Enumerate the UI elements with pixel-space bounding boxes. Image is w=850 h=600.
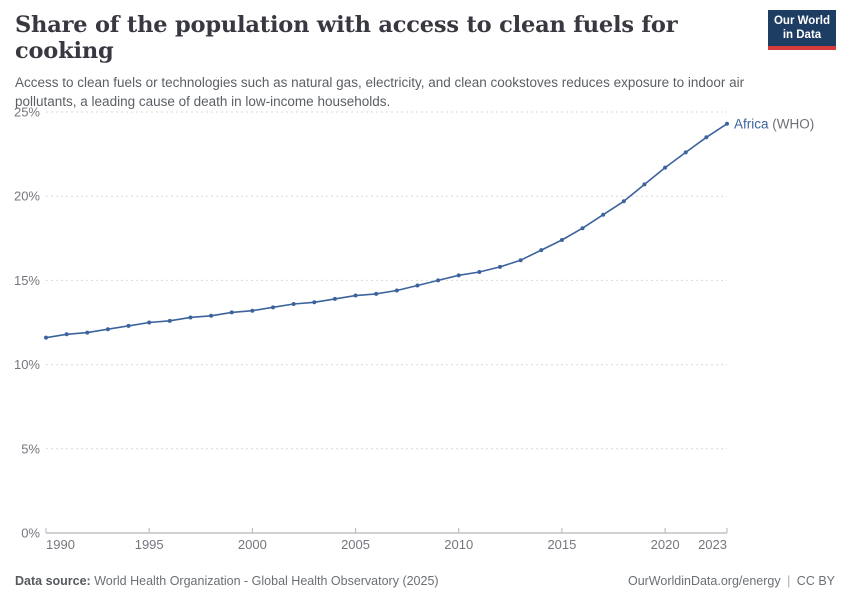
site-link[interactable]: OurWorldinData.org/energy: [627, 574, 781, 588]
data-point[interactable]: [456, 273, 461, 278]
data-source: Data source: World Health Organization -…: [15, 574, 439, 588]
data-point[interactable]: [436, 278, 441, 283]
axis-labels: 0% 5% 10% 15% 20% 25% 1990 1995 2000 2005 2010 2015…: [14, 105, 727, 553]
y-tick-label: 25%: [14, 105, 40, 120]
data-point[interactable]: [188, 315, 193, 320]
data-point[interactable]: [539, 248, 544, 253]
data-point[interactable]: [167, 318, 172, 323]
data-point[interactable]: [44, 335, 48, 340]
data-point[interactable]: [147, 320, 152, 325]
chart-header: Share of the population with access to c…: [15, 12, 755, 111]
data-point[interactable]: [725, 121, 729, 126]
gridlines: [46, 111, 727, 450]
data-source-label: Data source:: [15, 574, 91, 588]
x-tick-label: 2010: [444, 537, 473, 552]
data-point[interactable]: [64, 332, 69, 337]
data-point[interactable]: [209, 313, 214, 318]
chart-footer: Data source: World Health Organization -…: [15, 574, 835, 588]
data-point[interactable]: [312, 300, 317, 305]
data-point[interactable]: [663, 165, 668, 170]
x-tick-label: 2005: [341, 537, 370, 552]
data-point[interactable]: [332, 296, 337, 301]
data-point[interactable]: [105, 327, 110, 332]
y-tick-label: 0%: [21, 526, 40, 541]
series-qualifier-label: (WHO): [769, 116, 815, 131]
attribution: OurWorldinData.org/energy | CC BY: [628, 574, 835, 588]
data-point[interactable]: [229, 310, 234, 315]
series-end-label[interactable]: Africa (WHO): [734, 116, 814, 131]
data-source-value: World Health Organization - Global Healt…: [90, 574, 439, 588]
data-point[interactable]: [621, 199, 626, 204]
data-point[interactable]: [271, 305, 275, 310]
license-link[interactable]: CC BY: [796, 574, 835, 588]
data-point[interactable]: [374, 291, 379, 296]
data-point[interactable]: [580, 226, 585, 231]
data-point[interactable]: [126, 323, 131, 328]
data-series[interactable]: Africa (WHO): [44, 116, 814, 340]
data-point[interactable]: [498, 264, 502, 269]
data-point[interactable]: [250, 308, 255, 313]
data-point[interactable]: [642, 182, 647, 187]
data-point[interactable]: [704, 135, 709, 140]
data-point[interactable]: [353, 293, 358, 298]
y-tick-label: 15%: [14, 273, 40, 288]
attribution-divider: |: [783, 574, 794, 588]
series-entity-label[interactable]: Africa: [734, 116, 769, 131]
y-tick-label: 5%: [21, 441, 40, 456]
chart-subtitle: Access to clean fuels or technologies su…: [15, 75, 745, 110]
owid-logo-line2: in Data: [782, 29, 822, 41]
data-point[interactable]: [601, 212, 606, 217]
owid-logo[interactable]: Our World in Data: [768, 10, 836, 50]
y-tick-label: 10%: [14, 357, 40, 372]
axes: [45, 528, 728, 534]
x-tick-label: 1990: [46, 537, 75, 552]
data-point[interactable]: [683, 150, 688, 155]
data-point[interactable]: [85, 330, 90, 335]
x-tick-label: 2000: [238, 537, 267, 552]
data-point[interactable]: [415, 283, 420, 288]
data-point[interactable]: [518, 258, 523, 263]
x-tick-label: 1995: [135, 537, 164, 552]
data-point[interactable]: [291, 301, 296, 306]
data-point[interactable]: [477, 269, 482, 274]
y-tick-label: 20%: [14, 189, 40, 204]
x-tick-label: 2020: [651, 537, 680, 552]
data-point[interactable]: [394, 288, 399, 293]
x-tick-label: 2023: [698, 537, 727, 552]
x-tick-label: 2015: [547, 537, 576, 552]
chart-title: Share of the population with access to c…: [15, 12, 678, 64]
owid-logo-line1: Our World: [773, 14, 830, 27]
series-line[interactable]: [45, 123, 728, 339]
data-point[interactable]: [559, 237, 564, 242]
